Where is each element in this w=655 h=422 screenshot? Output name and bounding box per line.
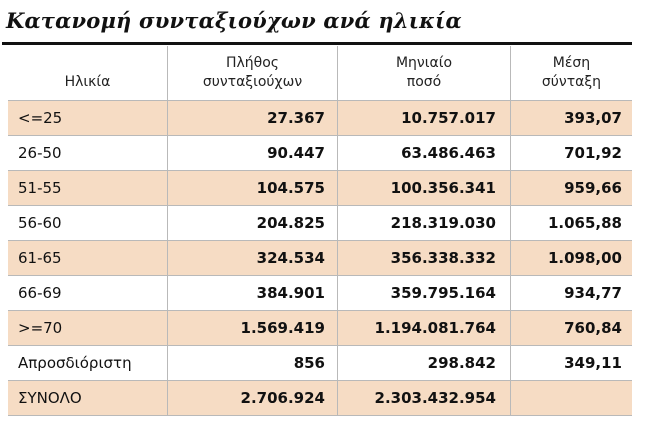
- table-row: 26-50 90.447 63.486.463 701,92: [8, 136, 632, 171]
- cell-avg: 1.065,88: [547, 214, 622, 232]
- cell-age: 61-65: [8, 241, 168, 275]
- table-row: 61-65 324.534 356.338.332 1.098,00: [8, 241, 632, 276]
- cell-age: 26-50: [8, 136, 168, 170]
- header-avg-label: Μέση σύνταξη: [541, 55, 602, 90]
- cell-age: 56-60: [8, 206, 168, 240]
- pensioners-table: Ηλικία Πλήθος συνταξιούχων Μηνιαίο ποσό …: [8, 46, 632, 416]
- table-row: 56-60 204.825 218.319.030 1.065,88: [8, 206, 632, 241]
- table-header-row: Ηλικία Πλήθος συνταξιούχων Μηνιαίο ποσό …: [8, 46, 632, 101]
- cell-amount: 63.486.463: [338, 136, 511, 170]
- header-age: Ηλικία: [8, 46, 168, 100]
- header-count-label: Πλήθος συνταξιούχων: [202, 55, 303, 90]
- cell-avg: 1.098,00: [511, 241, 632, 275]
- cell-avg: 959,66: [511, 171, 632, 205]
- header-amount-label: Μηνιαίο ποσό: [395, 55, 453, 90]
- cell-age: ΣΥΝΟΛΟ: [8, 381, 168, 415]
- table-row: <=25 27.367 10.757.017 393,07: [8, 101, 632, 136]
- cell-count: 856: [168, 346, 338, 380]
- cell-count: 90.447: [168, 136, 338, 170]
- cell-count: 104.575: [168, 171, 338, 205]
- cell-avg: [511, 381, 632, 415]
- cell-avg: 349,11: [564, 354, 622, 372]
- cell-amount: 10.757.017: [338, 101, 511, 135]
- cell-amount: 2.303.432.954: [338, 381, 511, 415]
- cell-amount: 356.338.332: [338, 241, 511, 275]
- header-avg: Μέση σύνταξη: [511, 46, 632, 100]
- cell-count: 204.825: [168, 206, 338, 240]
- table-title: Κατανομή συνταξιούχων ανά ηλικία: [6, 8, 462, 33]
- table-total-row: ΣΥΝΟΛΟ 2.706.924 2.303.432.954: [8, 381, 632, 416]
- cell-count: 27.367: [168, 101, 338, 135]
- cell-age: 66-69: [8, 276, 168, 310]
- cell-amount: 298.842: [338, 346, 511, 380]
- cell-avg: 701,92: [564, 144, 622, 162]
- title-rule: [2, 42, 632, 45]
- cell-avg: 934,77: [564, 284, 622, 302]
- cell-amount: 218.319.030: [338, 206, 511, 240]
- header-amount: Μηνιαίο ποσό: [338, 46, 511, 100]
- table-row: 66-69 384.901 359.795.164 934,77: [8, 276, 632, 311]
- cell-age: >=70: [8, 311, 168, 345]
- cell-avg: 393,07: [511, 101, 632, 135]
- cell-age: Απροσδιόριστη: [8, 346, 168, 380]
- cell-age: <=25: [8, 101, 168, 135]
- cell-avg: 760,84: [511, 311, 632, 345]
- cell-count: 384.901: [168, 276, 338, 310]
- table-row: 51-55 104.575 100.356.341 959,66: [8, 171, 632, 206]
- table-row: >=70 1.569.419 1.194.081.764 760,84: [8, 311, 632, 346]
- cell-amount: 100.356.341: [338, 171, 511, 205]
- cell-amount: 1.194.081.764: [338, 311, 511, 345]
- header-age-label: Ηλικία: [64, 74, 111, 90]
- cell-count: 1.569.419: [168, 311, 338, 345]
- cell-count: 324.534: [168, 241, 338, 275]
- cell-count: 2.706.924: [168, 381, 338, 415]
- cell-amount: 359.795.164: [338, 276, 511, 310]
- header-count: Πλήθος συνταξιούχων: [168, 46, 338, 100]
- table-row: Απροσδιόριστη 856 298.842 349,11: [8, 346, 632, 381]
- cell-age: 51-55: [8, 171, 168, 205]
